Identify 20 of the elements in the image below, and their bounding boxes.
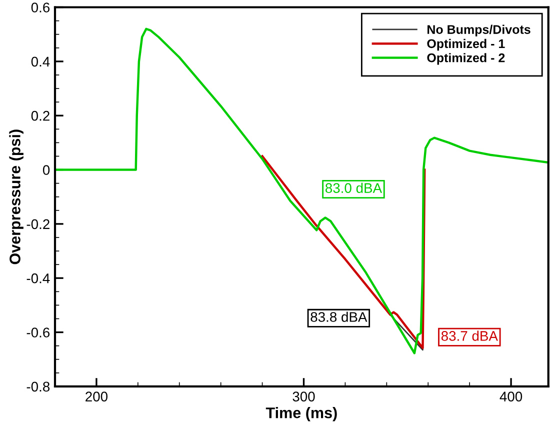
x-tick-label: 300	[292, 392, 315, 402]
x-tick-label: 400	[500, 392, 522, 402]
annotation: 83.8 dBA	[310, 312, 368, 322]
y-tick-label: 0	[42, 165, 50, 175]
y-tick-label: 0.2	[31, 110, 50, 121]
y-tick-label: 0.4	[31, 56, 50, 67]
annotation: 83.7 dBA	[441, 330, 498, 341]
x-tick-label: 200	[86, 392, 108, 402]
y-axis-title: Overpressure (psi)	[9, 130, 24, 264]
annotation: 83.0 dBA	[326, 182, 382, 193]
legend-label: Optimized - 2	[427, 53, 505, 65]
y-tick-label: -0.6	[26, 328, 50, 338]
legend-label: Optimized - 1	[427, 38, 505, 51]
y-tick-label: 0.6	[31, 2, 50, 12]
y-tick-label: -0.2	[26, 219, 50, 230]
line-series	[261, 155, 426, 350]
y-tick-label: -0.4	[26, 273, 50, 284]
legend-label: No Bumps/Divots	[428, 24, 530, 36]
y-tick-label: -0.8	[26, 382, 50, 392]
x-axis-title: Time (ms)	[266, 407, 337, 422]
